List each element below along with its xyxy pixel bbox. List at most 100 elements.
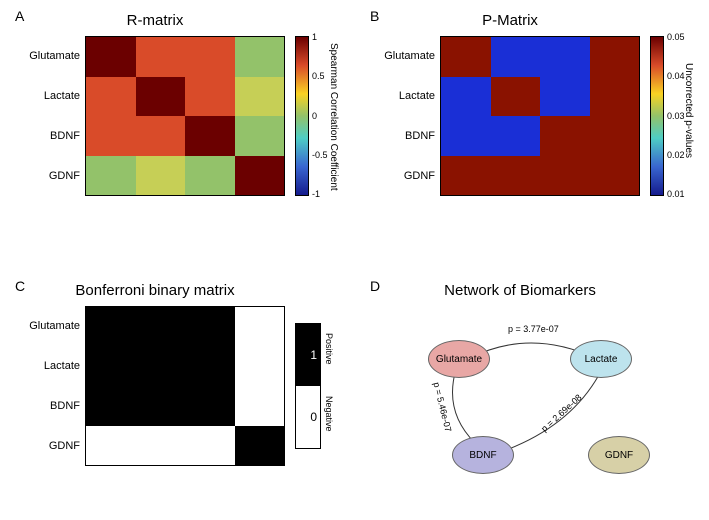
row-label: GDNF (15, 170, 80, 182)
row-label: GDNF (15, 440, 80, 452)
heatmap-cell (540, 77, 590, 117)
heatmap-cell (86, 116, 136, 156)
heatmap-cell (235, 116, 285, 156)
heatmap-cell (185, 37, 235, 77)
panel-c-ylabels: Glutamate Lactate BDNF GDNF (15, 306, 80, 466)
panel-c: C Bonferroni binary matrix Glutamate Lac… (15, 278, 345, 508)
heatmap-cell (235, 156, 285, 196)
panel-c-title: Bonferroni binary matrix (45, 282, 265, 299)
heatmap-cell (491, 116, 541, 156)
legend-negative: 0 (296, 386, 320, 448)
heatmap-cell (590, 116, 640, 156)
row-label: Lactate (370, 90, 435, 102)
node-label: GDNF (605, 450, 633, 461)
panel-b-ylabels: Glutamate Lactate BDNF GDNF (370, 36, 435, 196)
panel-b-cbar-label: Uncorrected p-values (683, 63, 694, 158)
heatmap-cell (235, 37, 285, 77)
network-edges (370, 278, 700, 508)
panel-a-label: A (15, 8, 24, 24)
heatmap-cell (136, 116, 186, 156)
legend-neg-label: Negative (324, 396, 334, 432)
tick: 0.02 (667, 151, 685, 160)
tick: 0.04 (667, 72, 685, 81)
p-matrix-heatmap (440, 36, 640, 196)
heatmap-cell (441, 37, 491, 77)
row-label: BDNF (15, 130, 80, 142)
heatmap-cell (590, 37, 640, 77)
edge-glutamate-bdnf (453, 373, 476, 443)
tick: 0 (312, 112, 328, 121)
heatmap-cell (491, 77, 541, 117)
node-label: Lactate (585, 354, 618, 365)
heatmap-cell (491, 37, 541, 77)
row-label: BDNF (370, 130, 435, 142)
panel-b-title: P-Matrix (400, 12, 620, 29)
row-label: Lactate (15, 360, 80, 372)
heatmap-cell (441, 116, 491, 156)
panel-a-colorbar (295, 36, 309, 196)
heatmap-cell (590, 156, 640, 196)
node-glutamate: Glutamate (428, 340, 490, 378)
heatmap-cell (185, 386, 235, 426)
heatmap-cell (540, 116, 590, 156)
panel-a: A R-matrix Glutamate Lactate BDNF GDNF 1… (15, 8, 345, 238)
heatmap-cell (235, 386, 285, 426)
heatmap-cell (136, 426, 186, 466)
panel-a-title: R-matrix (45, 12, 265, 29)
panel-b-colorbar (650, 36, 664, 196)
heatmap-cell (235, 307, 285, 347)
tick: 0.03 (667, 112, 685, 121)
tick: -1 (312, 190, 328, 199)
heatmap-cell (86, 156, 136, 196)
heatmap-cell (136, 307, 186, 347)
heatmap-cell (86, 37, 136, 77)
edge-label-gl: p = 3.77e-07 (508, 324, 559, 334)
heatmap-cell (491, 156, 541, 196)
node-bdnf: BDNF (452, 436, 514, 474)
heatmap-cell (540, 156, 590, 196)
row-label: Glutamate (15, 320, 80, 332)
tick: 1 (312, 33, 328, 42)
heatmap-cell (86, 426, 136, 466)
heatmap-cell (185, 156, 235, 196)
row-label: Lactate (15, 90, 80, 102)
edge-lactate-bdnf (498, 373, 600, 453)
panel-d: D Network of Biomarkers Glutamate Lactat… (370, 278, 700, 508)
heatmap-cell (540, 37, 590, 77)
heatmap-cell (136, 37, 186, 77)
r-matrix-heatmap (85, 36, 285, 196)
row-label: GDNF (370, 170, 435, 182)
heatmap-cell (86, 77, 136, 117)
row-label: Glutamate (370, 50, 435, 62)
bonferroni-heatmap (85, 306, 285, 466)
node-lactate: Lactate (570, 340, 632, 378)
node-gdnf: GDNF (588, 436, 650, 474)
heatmap-cell (185, 116, 235, 156)
panel-c-label: C (15, 278, 25, 294)
panel-b-label: B (370, 8, 379, 24)
heatmap-cell (441, 156, 491, 196)
panel-a-cbar-label: Spearman Correlation Coefficient (328, 43, 339, 191)
heatmap-cell (235, 426, 285, 466)
heatmap-cell (86, 307, 136, 347)
node-label: BDNF (469, 450, 496, 461)
heatmap-cell (86, 347, 136, 387)
heatmap-cell (136, 156, 186, 196)
heatmap-cell (185, 426, 235, 466)
heatmap-cell (235, 347, 285, 387)
panel-a-ylabels: Glutamate Lactate BDNF GDNF (15, 36, 80, 196)
panel-b-ticks: 0.05 0.04 0.03 0.02 0.01 (667, 33, 685, 199)
tick: 0.01 (667, 190, 685, 199)
heatmap-cell (185, 77, 235, 117)
node-label: Glutamate (436, 354, 482, 365)
heatmap-cell (185, 347, 235, 387)
heatmap-cell (590, 77, 640, 117)
heatmap-cell (136, 77, 186, 117)
heatmap-cell (185, 307, 235, 347)
tick: 0.05 (667, 33, 685, 42)
legend-pos-label: Positive (324, 333, 334, 365)
heatmap-cell (136, 347, 186, 387)
panel-b: B P-Matrix Glutamate Lactate BDNF GDNF 0… (370, 8, 700, 238)
heatmap-cell (136, 386, 186, 426)
legend-positive: 1 (296, 324, 320, 386)
